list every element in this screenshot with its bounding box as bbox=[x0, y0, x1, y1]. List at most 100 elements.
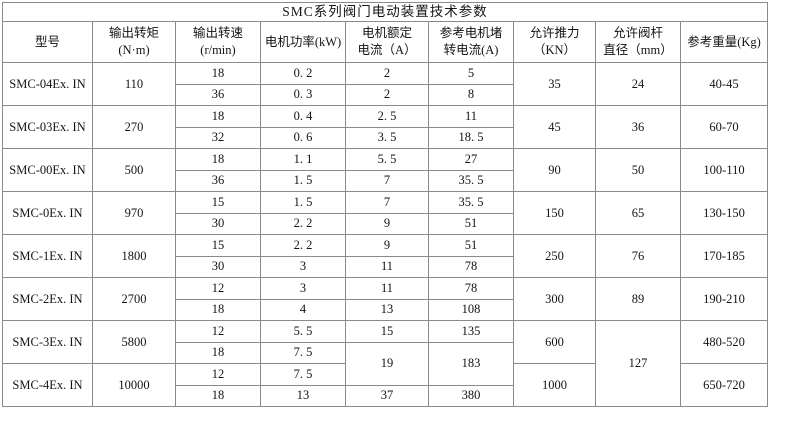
table-row: SMC-4Ex. IN 10000 12 7. 5 1000 650-720 bbox=[2, 363, 769, 407]
column-header-power: 电机功率(kW) bbox=[260, 21, 346, 63]
cell-power: 1. 5 bbox=[260, 169, 346, 192]
table-row: 18 7. 5 19 183 bbox=[3, 341, 768, 386]
cell-model: SMC-3Ex. IN bbox=[2, 320, 93, 364]
cell-model: SMC-4Ex. IN bbox=[2, 363, 93, 407]
table-row: 36 1. 5 7 35. 5 bbox=[3, 169, 768, 192]
table-title: SMC系列阀门电动装置技术参数 bbox=[1, 2, 769, 22]
cell-speed: 12 bbox=[175, 320, 261, 343]
cell-current: 3. 5 bbox=[345, 126, 429, 149]
table-row: 30 2. 2 9 51 bbox=[3, 212, 768, 235]
cell-stem-diameter: 65 bbox=[595, 191, 681, 235]
column-header-torque: 输出转矩 (N·m) bbox=[92, 21, 176, 63]
table-row: SMC-3Ex. IN 5800 12 5. 5 15 135 600 127 480-520 bbox=[2, 320, 769, 407]
cell-power: 5. 5 bbox=[260, 320, 346, 343]
cell-power: 1. 5 bbox=[260, 191, 346, 214]
cell-model: SMC-0Ex. IN bbox=[2, 191, 93, 235]
cell-thrust: 90 bbox=[513, 148, 596, 192]
cell-torque: 5800 bbox=[92, 320, 176, 364]
column-header-thrust: 允许推力 （KN） bbox=[513, 21, 596, 63]
cell-torque: 10000 bbox=[92, 363, 176, 407]
cell-current: 9 bbox=[345, 212, 429, 235]
cell-locked-current: 27 bbox=[428, 148, 514, 171]
cell-power: 2. 2 bbox=[260, 234, 346, 257]
cell-power: 2. 2 bbox=[260, 212, 346, 235]
cell-current: 7 bbox=[345, 169, 429, 192]
cell-torque: 1800 bbox=[92, 234, 176, 278]
cell-speed: 18 bbox=[175, 298, 261, 321]
cell-locked-current: 380 bbox=[428, 384, 514, 407]
cell-model: SMC-2Ex. IN bbox=[2, 277, 93, 321]
cell-model: SMC-1Ex. IN bbox=[2, 234, 93, 278]
cell-current: 9 bbox=[345, 234, 429, 257]
cell-thrust: 1000 bbox=[513, 363, 596, 407]
cell-speed: 32 bbox=[175, 126, 261, 149]
cell-speed: 12 bbox=[175, 363, 261, 386]
table-row: 32 0. 6 3. 5 18. 5 bbox=[3, 126, 768, 149]
cell-locked-current: 18. 5 bbox=[428, 126, 514, 149]
cell-power: 0. 2 bbox=[260, 62, 346, 85]
cell-locked-current: 183 bbox=[428, 341, 514, 386]
cell-weight: 60-70 bbox=[679, 105, 769, 149]
cell-stem-diameter: 127 bbox=[595, 320, 681, 407]
table-row: 30 3 11 78 bbox=[3, 255, 768, 278]
cell-current: 19 bbox=[345, 341, 429, 386]
cell-thrust: 250 bbox=[513, 234, 596, 278]
cell-current: 2 bbox=[345, 62, 429, 85]
cell-stem-diameter: 50 bbox=[595, 148, 681, 192]
column-header-stem-diameter: 允许阀杆 直径（mm） bbox=[595, 21, 681, 63]
cell-thrust: 45 bbox=[513, 105, 596, 149]
title-row: SMC系列阀门电动装置技术参数 bbox=[1, 2, 769, 22]
cell-locked-current: 11 bbox=[428, 105, 514, 128]
cell-thrust: 600 bbox=[513, 320, 596, 364]
cell-locked-current: 135 bbox=[428, 320, 514, 343]
cell-current: 2 bbox=[345, 83, 429, 106]
cell-power: 3 bbox=[260, 277, 346, 300]
cell-locked-current: 5 bbox=[428, 62, 514, 85]
cell-stem-diameter: 24 bbox=[595, 62, 681, 106]
cell-weight: 40-45 bbox=[679, 62, 769, 106]
table-row: 18 13 37 380 bbox=[3, 384, 768, 407]
cell-weight: 650-720 bbox=[679, 363, 769, 407]
cell-current: 7 bbox=[345, 191, 429, 214]
cell-torque: 270 bbox=[92, 105, 176, 149]
cell-stem-diameter: 76 bbox=[595, 234, 681, 278]
column-header-speed: 输出转速 (r/min) bbox=[175, 21, 261, 63]
cell-current: 15 bbox=[345, 320, 429, 343]
table-row: SMC-0Ex. IN 970 15 1. 5 7 35. 5 150 65 130-150 bbox=[2, 191, 769, 235]
cell-current: 11 bbox=[345, 277, 429, 300]
cell-locked-current: 35. 5 bbox=[428, 191, 514, 214]
cell-stem-diameter: 89 bbox=[595, 277, 681, 321]
cell-locked-current: 8 bbox=[428, 83, 514, 106]
cell-power: 4 bbox=[260, 298, 346, 321]
column-header-current: 电机额定 电流（A） bbox=[345, 21, 429, 63]
table-row: SMC-00Ex. IN 500 18 1. 1 5. 5 27 90 50 100-110 bbox=[2, 148, 769, 192]
cell-speed: 36 bbox=[175, 83, 261, 106]
cell-weight: 190-210 bbox=[679, 277, 769, 321]
cell-speed: 12 bbox=[175, 277, 261, 300]
cell-thrust: 300 bbox=[513, 277, 596, 321]
cell-model: SMC-00Ex. IN bbox=[2, 148, 93, 192]
cell-current: 5. 5 bbox=[345, 148, 429, 171]
cell-model: SMC-04Ex. IN bbox=[2, 62, 93, 106]
cell-power: 0. 3 bbox=[260, 83, 346, 106]
cell-power: 0. 6 bbox=[260, 126, 346, 149]
cell-current: 2. 5 bbox=[345, 105, 429, 128]
cell-speed: 18 bbox=[175, 148, 261, 171]
cell-locked-current: 35. 5 bbox=[428, 169, 514, 192]
cell-speed: 18 bbox=[175, 105, 261, 128]
cell-locked-current: 78 bbox=[428, 255, 514, 278]
cell-thrust: 150 bbox=[513, 191, 596, 235]
cell-locked-current: 108 bbox=[428, 298, 514, 321]
cell-torque: 970 bbox=[92, 191, 176, 235]
cell-locked-current: 78 bbox=[428, 277, 514, 300]
cell-current: 13 bbox=[345, 298, 429, 321]
cell-torque: 500 bbox=[92, 148, 176, 192]
cell-power: 7. 5 bbox=[260, 363, 346, 386]
cell-power: 0. 4 bbox=[260, 105, 346, 128]
cell-weight: 130-150 bbox=[679, 191, 769, 235]
column-header-locked-current: 参考电机堵 转电流(A) bbox=[428, 21, 514, 63]
cell-torque: 110 bbox=[92, 62, 176, 106]
